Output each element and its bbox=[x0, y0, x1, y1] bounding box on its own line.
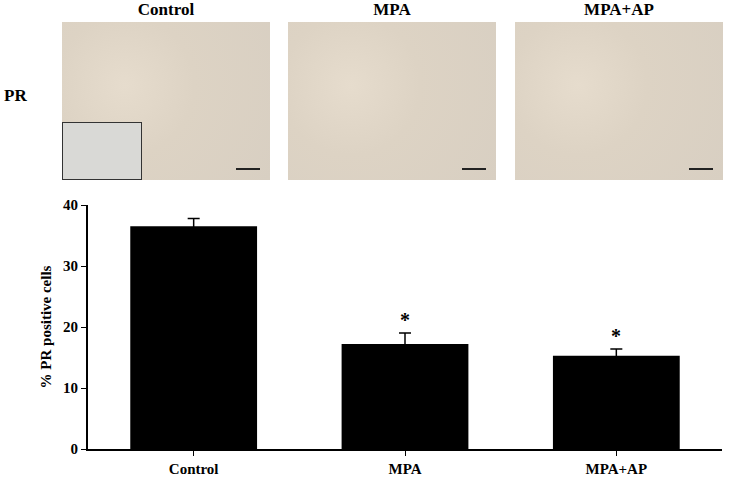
html-text:MPA: MPA bbox=[373, 0, 411, 19]
svg-text:MPA+AP: MPA+AP bbox=[586, 461, 648, 477]
svg-text:Control: Control bbox=[169, 461, 219, 477]
html-text:MPA+AP: MPA+AP bbox=[584, 0, 654, 19]
svg-text:*: * bbox=[611, 325, 621, 347]
svg-text:40: 40 bbox=[63, 197, 78, 213]
svg-text:0: 0 bbox=[71, 441, 79, 457]
svg-text:30: 30 bbox=[63, 258, 78, 274]
html-text:PR: PR bbox=[4, 86, 27, 105]
svg-text:10: 10 bbox=[63, 380, 78, 396]
svg-text:MPA: MPA bbox=[388, 461, 421, 477]
svg-text:*: * bbox=[400, 309, 410, 331]
html-text:Control: Control bbox=[137, 0, 195, 19]
svg-text:% PR positive cells: % PR positive cells bbox=[38, 265, 54, 388]
svg-text:20: 20 bbox=[63, 319, 78, 335]
